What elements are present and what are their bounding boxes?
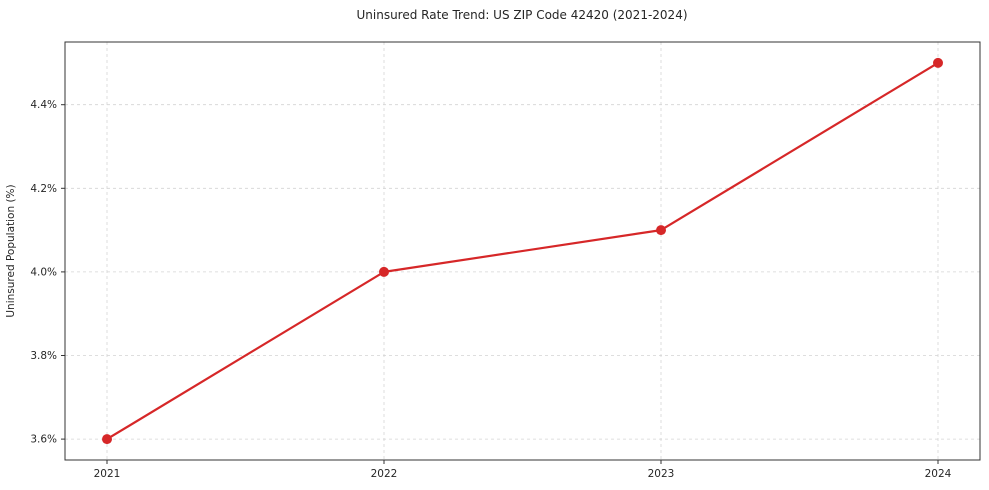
- plot-area: 3.6% 3.8% 4.0% 4.2% 4.4% 2021 2022 2023 2024: [30, 41, 981, 480]
- y-tick-label: 3.8%: [30, 350, 57, 362]
- y-tick-label: 3.6%: [30, 434, 57, 446]
- x-tick-label: 2021: [94, 468, 121, 480]
- axes-border: [64, 41, 981, 461]
- x-tick-label: 2023: [648, 468, 675, 480]
- data-point: [933, 57, 943, 68]
- y-axis-label: Uninsured Population (%): [5, 184, 17, 317]
- x-tick-label: 2024: [925, 468, 952, 480]
- y-tick-label: 4.0%: [30, 266, 57, 278]
- y-tick-label: 4.4%: [30, 99, 57, 111]
- data-point: [656, 225, 666, 236]
- chart-title: Uninsured Rate Trend: US ZIP Code 42420 …: [356, 8, 687, 22]
- data-point: [379, 266, 389, 277]
- x-tick-label: 2022: [371, 468, 398, 480]
- data-point: [102, 434, 112, 445]
- series-line: [105, 61, 940, 441]
- y-tick-label: 4.2%: [30, 183, 57, 195]
